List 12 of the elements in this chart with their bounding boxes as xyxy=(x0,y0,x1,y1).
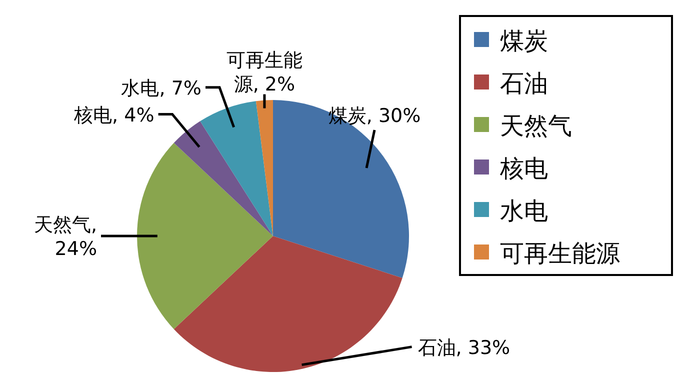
data-label: 可再生能源, 2% xyxy=(226,49,302,96)
legend-label: 天然气 xyxy=(500,112,572,140)
legend-label: 煤炭 xyxy=(500,27,548,55)
data-label: 核电, 4% xyxy=(73,104,154,126)
data-label: 煤炭, 30% xyxy=(328,105,421,127)
data-label: 石油, 33% xyxy=(418,336,510,359)
legend-label: 石油 xyxy=(500,70,548,98)
legend-label: 核电 xyxy=(499,154,548,182)
data-label: 水电, 7% xyxy=(121,77,202,100)
data-label: 天然气, 24% xyxy=(34,214,97,260)
legend-label: 水电 xyxy=(500,197,548,225)
legend-label: 可再生能源 xyxy=(500,240,620,268)
